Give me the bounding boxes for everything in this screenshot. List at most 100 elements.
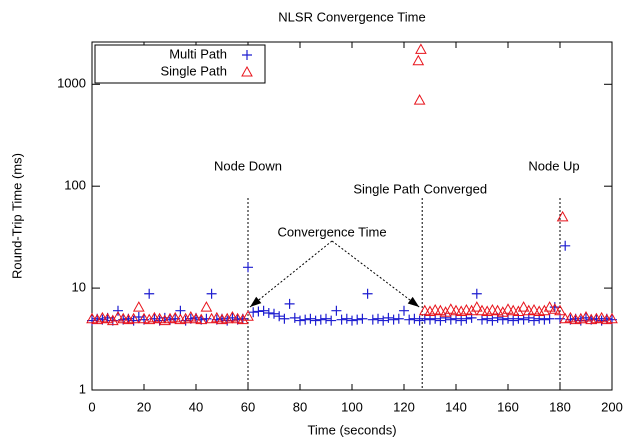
triangle-marker [606,312,618,324]
triangle-marker [91,313,104,325]
arrow-head [407,296,420,307]
plus-marker [289,312,300,323]
plus-marker [144,288,155,299]
triangle-marker [418,304,431,316]
x-tick-label: 140 [445,399,467,414]
triangle-marker [439,306,452,317]
plus-marker [435,315,446,326]
triangle-marker [96,311,109,323]
triangle-marker [415,43,427,54]
plus-marker [529,315,539,326]
plus-marker [544,313,555,324]
triangle-marker [429,303,442,315]
triangle-marker [148,311,161,323]
plus-marker [367,314,378,325]
x-tick-label: 200 [601,399,623,414]
plus-marker [388,314,399,325]
x-tick-label: 20 [137,399,151,414]
triangle-marker [528,303,540,315]
plus-marker [243,262,253,273]
plus-marker [560,240,571,251]
arrow [249,240,333,308]
triangle-marker [412,54,425,66]
triangle-marker [481,305,494,316]
plus-marker [378,315,389,326]
plus-marker [300,314,311,325]
plus-marker [503,313,513,324]
plus-marker [315,314,326,325]
plus-marker [321,313,331,324]
triangle-marker [548,303,561,314]
x-tick-label: 80 [293,399,307,414]
triangle-marker [444,303,457,314]
plus-marker [518,314,529,325]
annotation: Single Path Converged [353,181,487,196]
x-tick-label: 100 [341,399,363,414]
triangle-marker [595,311,608,323]
triangle-marker [221,312,234,324]
x-tick-label: 0 [88,399,95,414]
legend-label: Multi Path [169,46,227,61]
triangle-marker [502,303,514,314]
plus-marker [263,307,274,318]
plus-marker [347,315,357,326]
triangle-marker [86,312,98,324]
plus-marker [456,315,467,326]
arrow [331,240,420,308]
plus-marker [336,314,347,325]
triangle-marker [507,304,520,316]
triangle-marker [470,301,483,312]
plus-marker [352,314,363,325]
plus-marker [248,307,259,318]
plus-marker [113,305,123,316]
plus-marker [404,314,415,325]
triangle-marker [106,314,119,326]
legend-label: Single Path [161,63,228,78]
plus-marker [331,305,342,316]
triangle-marker [231,312,244,324]
plus-marker [425,314,435,325]
annotation: Convergence Time [277,224,386,239]
plus-marker [305,313,316,324]
plus-marker [477,314,487,325]
triangle-marker [132,301,145,312]
x-tick-label: 160 [497,399,519,414]
y-axis-label: Round-Trip Time (ms) [9,153,24,279]
triangle-marker [476,304,488,316]
triangle-marker [138,312,150,324]
plus-marker [362,288,373,299]
triangle-marker [574,312,587,324]
x-tick-label: 120 [393,399,415,414]
plus-marker [539,314,550,325]
triangle-marker [117,312,130,324]
triangle-marker [496,306,509,317]
annotation: Node Up [528,158,579,173]
plus-marker [399,305,409,316]
plus-marker [242,50,252,60]
triangle-marker [226,311,239,322]
plus-marker [508,315,519,326]
triangle-marker [543,301,556,312]
triangle-marker [580,311,592,322]
triangle-marker [184,311,197,322]
plus-marker [409,313,420,324]
triangle-marker [460,303,473,315]
plot-frame [91,41,613,391]
plus-marker [414,315,425,326]
plus-marker [274,311,285,322]
triangle-marker [486,303,499,315]
triangle-marker [112,311,124,322]
plus-marker [341,313,352,324]
plus-marker [258,305,269,316]
triangle-marker [450,304,462,316]
triangle-marker [190,312,202,324]
x-tick-label: 40 [189,399,203,414]
plus-marker [295,315,305,326]
triangle-marker [236,313,249,325]
y-tick-label: 100 [64,178,86,193]
triangle-marker [465,304,478,316]
y-tick-label: 1 [79,381,86,396]
plus-marker [269,308,279,319]
